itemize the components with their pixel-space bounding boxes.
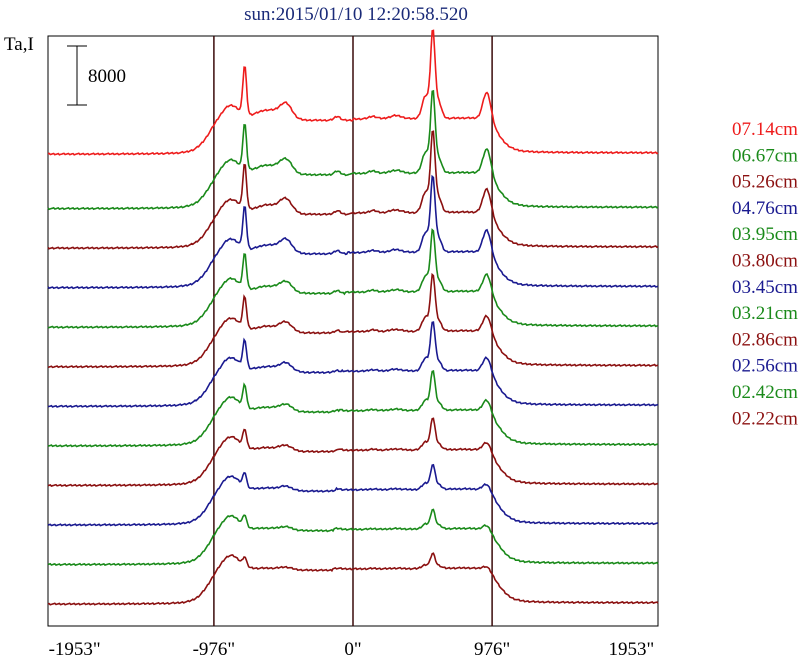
legend-entry: 02.56cm xyxy=(732,356,798,377)
series-line-06.67cm xyxy=(47,89,659,211)
legend-entry: 03.80cm xyxy=(732,251,798,272)
series-line-03.45cm xyxy=(47,321,659,408)
x-tick-label: 0" xyxy=(344,639,361,660)
legend-entry: 02.22cm xyxy=(732,408,798,429)
series-line-03.95cm xyxy=(47,228,659,329)
series-line-03.80cm xyxy=(47,272,659,369)
legend-entry: 06.67cm xyxy=(732,145,798,166)
legend-entry: 03.95cm xyxy=(732,224,798,245)
legend-entry: 07.14cm xyxy=(732,119,798,140)
series-lines xyxy=(47,29,659,606)
series-line-02.42cm xyxy=(47,508,659,567)
x-tick-label: 976" xyxy=(474,639,510,660)
x-tick-label: -976" xyxy=(193,639,236,660)
x-tick-label: -1953" xyxy=(49,639,101,660)
legend-entry: 03.21cm xyxy=(732,303,798,324)
series-line-02.86cm xyxy=(47,417,659,488)
series-line-07.14cm xyxy=(47,29,659,156)
chart-title: sun:2015/01/10 12:20:58.520 xyxy=(244,4,468,25)
series-line-04.76cm xyxy=(47,174,659,290)
series-line-02.22cm xyxy=(47,552,659,606)
series-line-05.26cm xyxy=(47,130,659,250)
legend: 07.14cm 06.67cm 05.26cm 04.76cm 03.95cm 03.80… xyxy=(732,119,798,429)
y-axis-label: Ta,I xyxy=(4,34,34,55)
legend-entry: 04.76cm xyxy=(732,198,798,219)
series-line-03.21cm xyxy=(47,370,659,448)
scale-bar: 8000 xyxy=(67,45,126,106)
legend-entry: 02.86cm xyxy=(732,329,798,350)
series-line-02.56cm xyxy=(47,463,659,527)
x-axis-ticks: -1953" -976" 0" 976" 1953" xyxy=(49,639,655,660)
legend-entry: 05.26cm xyxy=(732,172,798,193)
x-tick-label: 1953" xyxy=(608,639,654,660)
legend-entry: 03.45cm xyxy=(732,277,798,298)
legend-entry: 02.42cm xyxy=(732,382,798,403)
scale-bar-label: 8000 xyxy=(88,66,126,87)
